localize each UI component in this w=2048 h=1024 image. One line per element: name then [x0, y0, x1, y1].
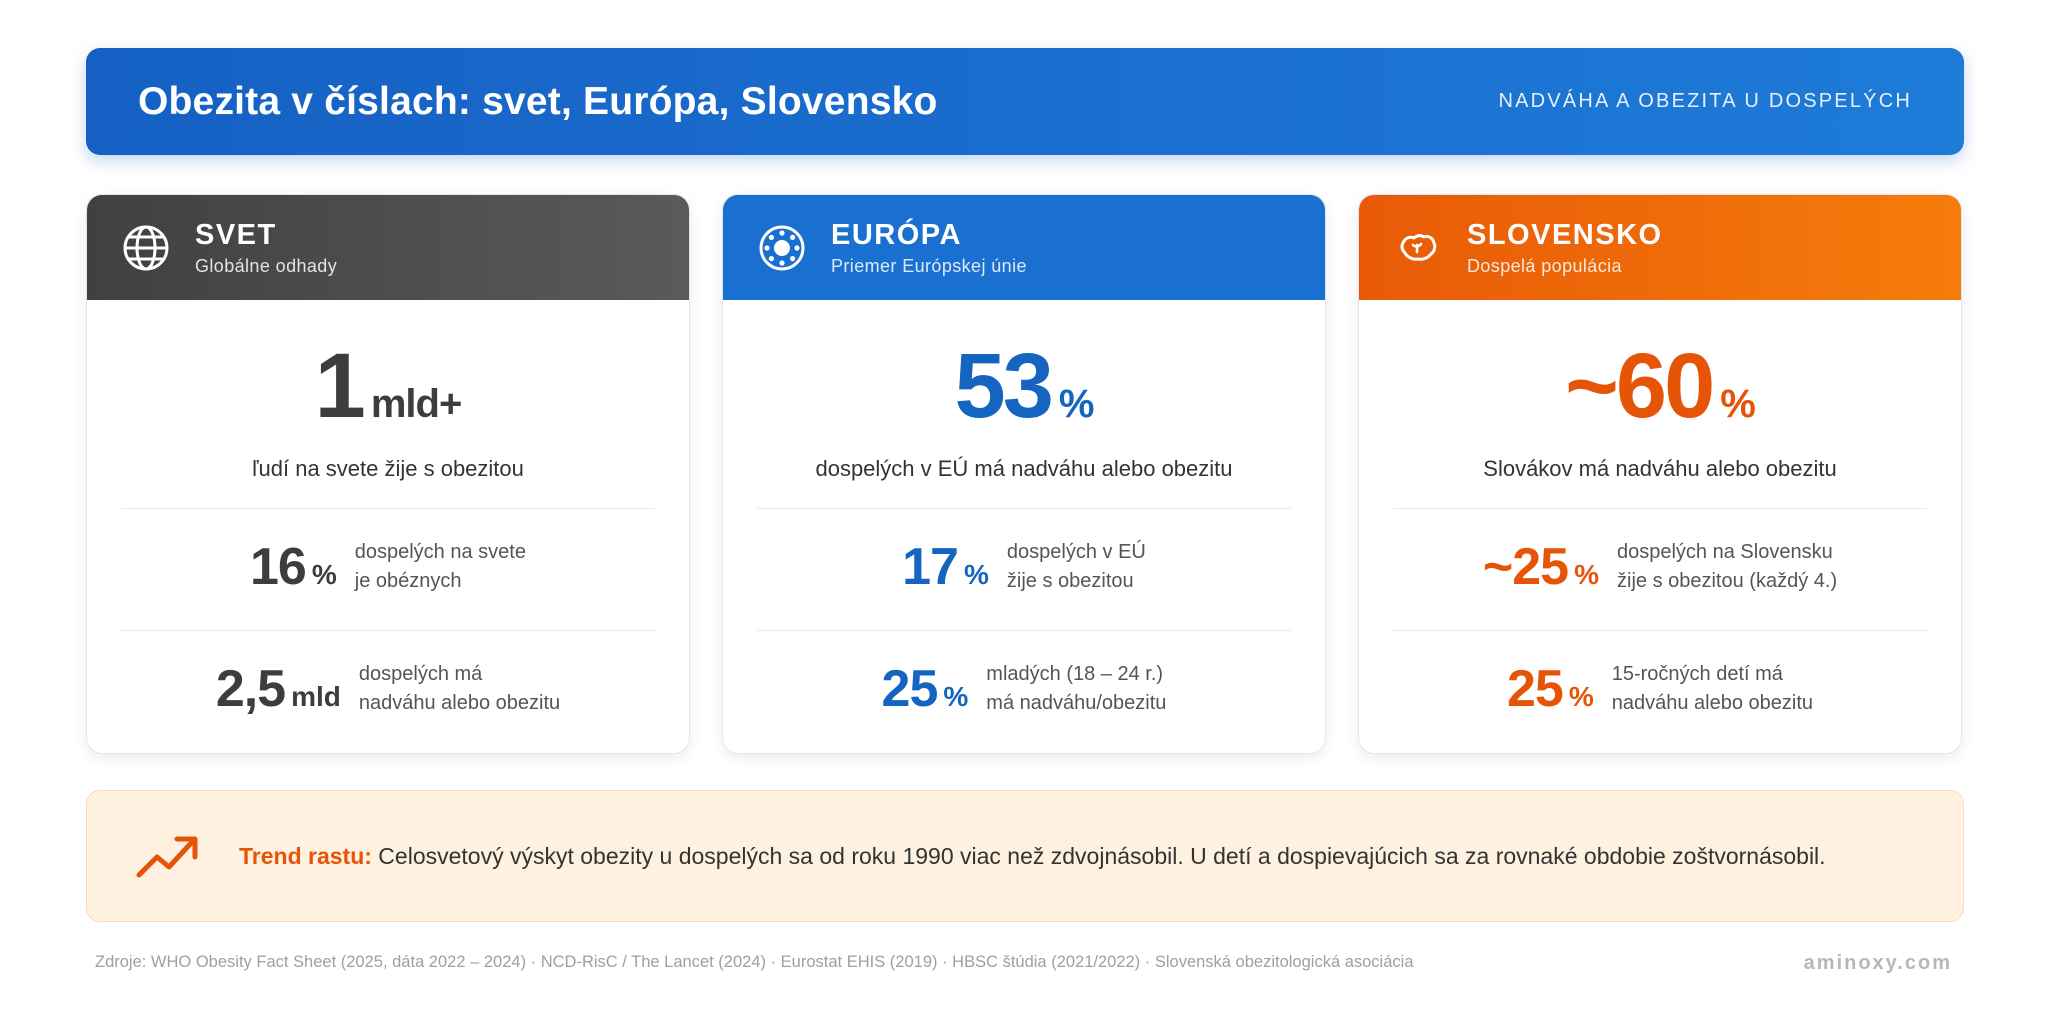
card-europe-main-stat: 53%: [723, 336, 1325, 436]
page-title: Obezita v číslach: svet, Európa, Slovens…: [138, 79, 938, 123]
sub-label-line: nadváhu alebo obezitu: [1611, 692, 1814, 714]
card-slovakia-title: SLOVENSKO: [1467, 218, 1663, 251]
slovakia-map-icon: [1400, 233, 1437, 261]
main-label: Slovákov má nadváhu alebo obezitu: [1483, 456, 1837, 481]
sub-stat: 25% 15-ročných detí má nadváhu alebo obez…: [1359, 644, 1961, 734]
main-label: dospelých v EÚ má nadváhu alebo obezitu: [815, 456, 1233, 481]
card-slovakia-header: SLOVENSKO Dospelá populácia: [1359, 195, 1961, 300]
main-label: ľudí na svete žije s obezitou: [252, 456, 524, 481]
card-europe-header: EURÓPA Priemer Európskej únie: [723, 195, 1325, 300]
sub-label: dospelých na svete je obéznych: [355, 538, 526, 596]
sub-stat: 16% dospelých na svete je obéznych: [87, 522, 689, 612]
card-world-title: SVET: [195, 218, 277, 251]
sub-value: 16: [250, 538, 307, 596]
sub-unit: %: [1574, 559, 1599, 590]
main-value: 53: [954, 335, 1054, 437]
card-slovakia: SLOVENSKO Dospelá populácia ~60% Slováko…: [1358, 194, 1962, 754]
card-world-main-stat: 1 mld+: [87, 336, 689, 436]
sub-unit: %: [311, 559, 337, 590]
card-europe-desc: Priemer Európskej únie: [831, 255, 1027, 276]
main-value: 1: [314, 335, 366, 437]
sub-label-line: má nadváhu/obezitu: [986, 692, 1167, 714]
main-unit: mld+: [370, 382, 462, 426]
sub-label-line: je obéznych: [354, 570, 462, 592]
sub-stat: 2,5 mld dospelých má nadváhu alebo obezitu: [87, 644, 689, 734]
sub-value: 2,5: [215, 660, 286, 718]
sub-unit: %: [1568, 681, 1594, 712]
card-europe-title: EURÓPA: [831, 218, 962, 251]
card-slovakia-desc: Dospelá populácia: [1467, 255, 1622, 276]
sub-stat: 25% mladých (18 – 24 r.) má nadváhu/obezi…: [723, 644, 1325, 734]
sub-label-line: mladých (18 – 24 r.): [986, 663, 1164, 685]
sub-unit: %: [963, 559, 989, 590]
sub-label: dospelých v EÚ žije s obezitou: [1007, 538, 1146, 596]
trend-body: Celosvetový výskyt obezity u dospelých s…: [371, 842, 1826, 869]
trend-label: Trend rastu:: [239, 842, 372, 869]
main-value: ~60: [1565, 335, 1715, 437]
sub-stat: ~25% dospelých na Slovensku žije s obezit…: [1359, 522, 1961, 612]
sub-label-line: žije s obezitou (každý 4.): [1617, 570, 1838, 592]
main-unit: %: [1058, 382, 1095, 426]
globe-icon: [123, 225, 169, 270]
trend-banner: Trend rastu: Celosvetový výskyt obezity …: [86, 790, 1964, 922]
sub-label: dospelých na Slovensku žije s obezitou (k…: [1617, 538, 1837, 596]
sub-unit: mld: [291, 681, 341, 712]
divider: [1393, 630, 1927, 631]
sub-label-line: dospelých na Slovensku: [1617, 541, 1833, 563]
sub-label-line: dospelých má: [358, 663, 483, 685]
eu-stars-icon: [759, 225, 805, 270]
card-world-desc: Globálne odhady: [195, 255, 338, 276]
sub-label: dospelých má nadváhu alebo obezitu: [359, 660, 560, 718]
card-europe: EURÓPA Priemer Európskej únie 53% dospel…: [722, 194, 1326, 754]
card-world: SVET Globálne odhady 1 mld+ ľudí na svete…: [86, 194, 690, 754]
sub-value: ~25: [1482, 538, 1569, 596]
sub-label-line: 15-ročných detí má: [1611, 663, 1783, 685]
footer-brand: aminoxy.com: [1803, 952, 1952, 974]
sub-label-line: dospelých na svete: [354, 541, 526, 563]
trending-up-icon: [136, 836, 198, 878]
main-unit: %: [1720, 382, 1756, 426]
divider: [121, 508, 655, 509]
card-world-header: SVET Globálne odhady: [87, 195, 689, 300]
divider: [1393, 508, 1927, 509]
divider: [121, 630, 655, 631]
sub-stat: 17% dospelých v EÚ žije s obezitou: [723, 522, 1325, 612]
sub-value: 17: [902, 538, 959, 596]
sub-label: mladých (18 – 24 r.) má nadváhu/obezitu: [986, 660, 1166, 718]
sub-value: 25: [1506, 660, 1564, 718]
divider: [757, 508, 1291, 509]
footer-sources: Zdroje: WHO Obesity Fact Sheet (2025, dá…: [95, 953, 1414, 971]
divider: [757, 630, 1291, 631]
sub-label: 15-ročných detí má nadváhu alebo obezitu: [1612, 660, 1813, 718]
sub-unit: %: [943, 681, 969, 712]
sub-value: 25: [881, 660, 939, 718]
sub-label-line: žije s obezitou: [1006, 570, 1134, 592]
page-subtitle: NADVÁHA A OBEZITA U DOSPELÝCH: [1498, 90, 1912, 112]
sub-label-line: nadváhu alebo obezitu: [358, 692, 561, 714]
trend-text: Trend rastu: Celosvetový výskyt obezity …: [239, 843, 1826, 870]
page-header: Obezita v číslach: svet, Európa, Slovens…: [86, 48, 1964, 155]
card-slovakia-main-stat: ~60%: [1359, 336, 1961, 436]
sub-label-line: dospelých v EÚ: [1006, 541, 1146, 563]
